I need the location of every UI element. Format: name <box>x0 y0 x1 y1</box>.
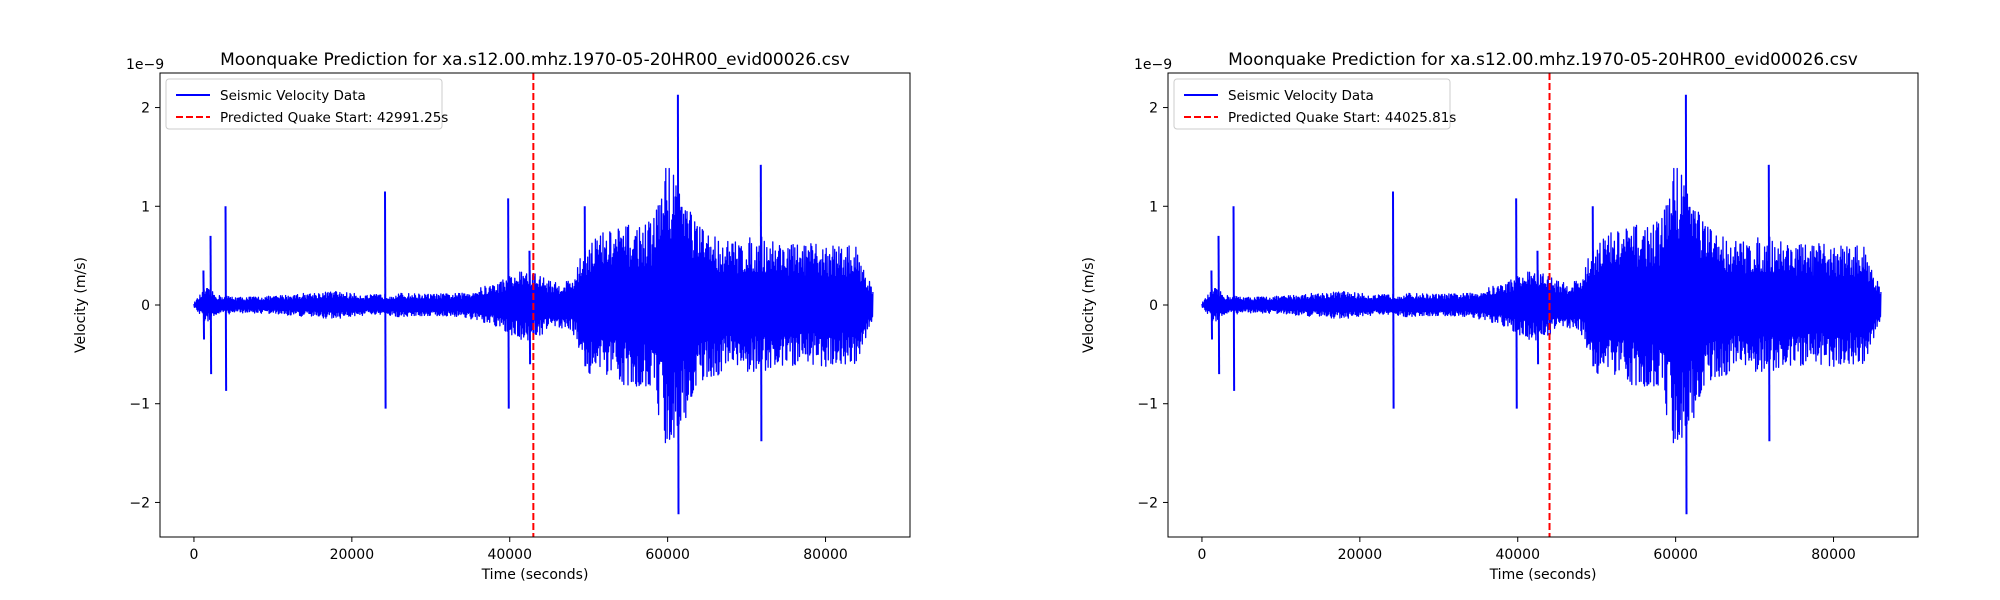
series-spike <box>1515 198 1518 409</box>
series-layer <box>1201 94 1882 515</box>
y-tick-label: 0 <box>1149 298 1158 314</box>
y-axis-ticks: 2 1 0 −1 −2 <box>129 101 160 511</box>
y-tick-label: −1 <box>129 397 150 413</box>
x-axis-label: Time (seconds) <box>481 567 589 583</box>
x-tick-label: 0 <box>1197 547 1206 563</box>
x-tick-label: 20000 <box>330 547 375 563</box>
series-spike <box>224 206 228 391</box>
y-axis-label: Velocity (m/s) <box>1081 257 1097 353</box>
series-spike <box>202 270 206 340</box>
x-axis-ticks: 0 20000 40000 60000 80000 <box>189 537 848 563</box>
series-spike <box>1684 94 1688 515</box>
chart-title: Moonquake Prediction for xa.s12.00.mhz.1… <box>1228 50 1858 70</box>
chart-left: 0 20000 40000 60000 80000 2 1 0 −1 −2 Moonquake … <box>73 50 911 583</box>
series-line <box>1201 167 1882 444</box>
legend: Seismic Velocity Data Predicted Quake St… <box>1173 78 1456 130</box>
legend-label-series: Seismic Velocity Data <box>220 88 366 104</box>
series-spike <box>1217 235 1221 375</box>
y-tick-label: 0 <box>141 298 150 314</box>
series-spike <box>759 164 763 442</box>
series-spike <box>1392 191 1395 409</box>
legend-label-prediction: Predicted Quake Start: 44025.81s <box>1228 110 1456 126</box>
x-tick-label: 0 <box>189 547 198 563</box>
x-tick-label: 40000 <box>1495 547 1540 563</box>
x-tick-label: 60000 <box>645 547 690 563</box>
y-offset-label: 1e−9 <box>126 57 164 73</box>
legend: Seismic Velocity Data Predicted Quake St… <box>165 78 448 130</box>
x-axis-ticks: 0 20000 40000 60000 80000 <box>1197 537 1856 563</box>
series-spike <box>676 94 680 515</box>
y-tick-label: −1 <box>1137 397 1158 413</box>
legend-label-series: Seismic Velocity Data <box>1228 88 1374 104</box>
series-spike <box>528 250 532 365</box>
series-spike <box>1591 206 1595 367</box>
legend-box <box>1173 78 1451 130</box>
series-layer <box>193 94 874 515</box>
y-axis-ticks: 2 1 0 −1 −2 <box>1137 101 1168 511</box>
y-tick-label: −2 <box>1137 495 1158 511</box>
series-spike <box>209 235 213 375</box>
y-tick-label: −2 <box>129 495 150 511</box>
y-tick-label: 2 <box>1149 101 1158 117</box>
legend-box <box>165 78 443 130</box>
series-spike <box>1536 250 1540 365</box>
y-tick-label: 2 <box>141 101 150 117</box>
x-tick-label: 40000 <box>487 547 532 563</box>
series-spike <box>507 198 510 409</box>
x-axis-label: Time (seconds) <box>1489 567 1597 583</box>
series-spike <box>1232 206 1236 391</box>
series-spike <box>583 206 587 367</box>
series-spike <box>384 191 387 409</box>
legend-label-prediction: Predicted Quake Start: 42991.25s <box>220 110 448 126</box>
x-tick-label: 20000 <box>1338 547 1383 563</box>
x-tick-label: 80000 <box>803 547 848 563</box>
chart-title: Moonquake Prediction for xa.s12.00.mhz.1… <box>220 50 850 70</box>
y-axis-label: Velocity (m/s) <box>73 257 89 353</box>
y-tick-label: 1 <box>1149 199 1158 215</box>
y-offset-label: 1e−9 <box>1134 57 1172 73</box>
y-tick-label: 1 <box>141 199 150 215</box>
series-spike <box>1210 270 1214 340</box>
x-tick-label: 60000 <box>1653 547 1698 563</box>
chart-right: 0 20000 40000 60000 80000 2 1 0 −1 −2 Moonquake … <box>1081 50 1919 583</box>
series-spike <box>1767 164 1771 442</box>
x-tick-label: 80000 <box>1811 547 1856 563</box>
